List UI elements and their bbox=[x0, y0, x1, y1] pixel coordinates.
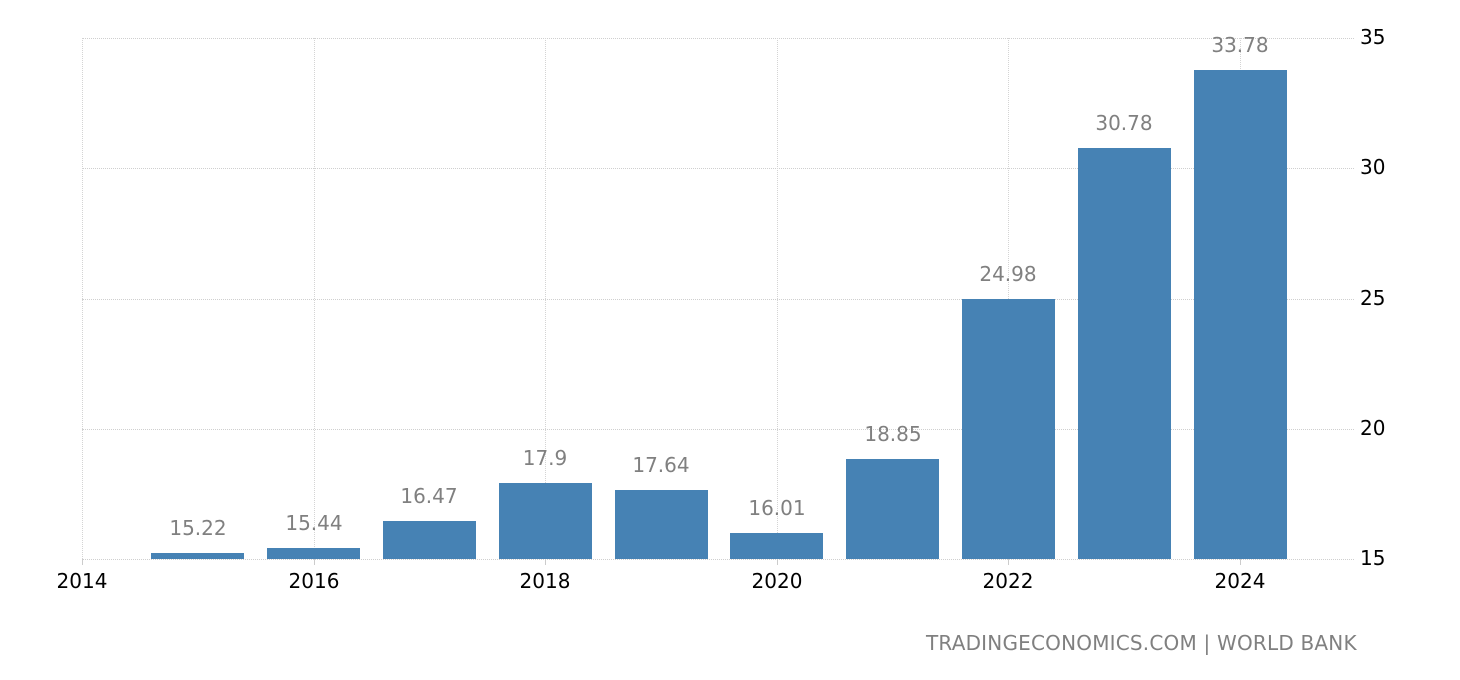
bar-value-label: 18.85 bbox=[864, 422, 922, 446]
gridline-vertical bbox=[82, 38, 83, 559]
bar-value-label: 16.01 bbox=[748, 496, 806, 520]
x-tick-mark bbox=[314, 559, 315, 565]
gridline-horizontal bbox=[82, 429, 1354, 430]
gridline-horizontal bbox=[82, 38, 1354, 39]
y-tick-label: 30 bbox=[1360, 155, 1386, 179]
bar-2017[interactable] bbox=[383, 521, 476, 559]
bar-2020[interactable] bbox=[730, 533, 823, 559]
gridline-vertical bbox=[777, 38, 778, 559]
source-credit: TRADINGECONOMICS.COM | WORLD BANK bbox=[926, 631, 1357, 655]
x-tick-label: 2022 bbox=[982, 569, 1034, 593]
gridline-vertical bbox=[314, 38, 315, 559]
bar-value-label: 24.98 bbox=[979, 262, 1037, 286]
y-tick-label: 20 bbox=[1360, 416, 1386, 440]
x-tick-label: 2018 bbox=[519, 569, 571, 593]
bar-2019[interactable] bbox=[615, 490, 708, 559]
bar-value-label: 17.64 bbox=[632, 453, 690, 477]
bar-2022[interactable] bbox=[962, 299, 1055, 559]
bar-value-label: 16.47 bbox=[400, 484, 458, 508]
x-tick-label: 2014 bbox=[56, 569, 108, 593]
y-tick-label: 35 bbox=[1360, 25, 1386, 49]
bar-2018[interactable] bbox=[499, 483, 592, 559]
gridline-horizontal bbox=[82, 299, 1354, 300]
x-tick-label: 2020 bbox=[751, 569, 803, 593]
x-tick-mark bbox=[1008, 559, 1009, 565]
x-tick-label: 2024 bbox=[1214, 569, 1266, 593]
bar-2021[interactable] bbox=[846, 459, 939, 559]
gridline-horizontal bbox=[82, 559, 1354, 560]
gridline-horizontal bbox=[82, 168, 1354, 169]
x-tick-mark bbox=[777, 559, 778, 565]
y-tick-label: 15 bbox=[1360, 546, 1386, 570]
bar-value-label: 15.22 bbox=[169, 516, 227, 540]
bar-value-label: 33.78 bbox=[1211, 33, 1269, 57]
gridline-vertical bbox=[1008, 38, 1009, 559]
bar-2016[interactable] bbox=[267, 548, 360, 559]
bar-2023[interactable] bbox=[1078, 148, 1171, 559]
y-tick-label: 25 bbox=[1360, 286, 1386, 310]
x-tick-mark bbox=[545, 559, 546, 565]
x-tick-label: 2016 bbox=[288, 569, 340, 593]
x-tick-mark bbox=[82, 559, 83, 565]
bar-2015[interactable] bbox=[151, 553, 244, 559]
bar-value-label: 30.78 bbox=[1095, 111, 1153, 135]
bar-2024[interactable] bbox=[1194, 70, 1287, 559]
bar-value-label: 17.9 bbox=[522, 446, 568, 470]
bar-value-label: 15.44 bbox=[285, 511, 343, 535]
x-tick-mark bbox=[1240, 559, 1241, 565]
gridline-vertical bbox=[545, 38, 546, 559]
